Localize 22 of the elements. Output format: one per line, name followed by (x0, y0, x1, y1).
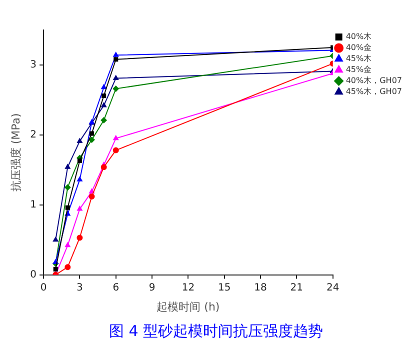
legend-label: 40%木 (346, 32, 372, 42)
x-tick-label: 9 (148, 282, 156, 294)
x-axis-title: 起模时间 (h) (156, 300, 220, 314)
x-tick-label: 12 (182, 282, 195, 294)
x-tick-label: 15 (218, 282, 231, 294)
x-tick-label: 18 (254, 282, 267, 294)
x-tick-label: 0 (40, 282, 47, 294)
y-tick-label: 0 (30, 269, 37, 280)
text: 图 4 型砂起模时间抗压强度趋势 (108, 322, 324, 341)
legend-label: 40%金 (346, 43, 372, 52)
x-tick-label: 21 (290, 282, 304, 294)
y-tick-label: 3 (30, 60, 37, 71)
legend-label: 40%木，GH07 (346, 76, 402, 86)
y-tick-label: 2 (30, 130, 37, 141)
legend-label: 45%金 (346, 65, 372, 74)
y-tick-label: 1 (30, 199, 37, 210)
legend-label: 45%木，GH07 (346, 87, 402, 96)
x-tick-label: 3 (76, 282, 83, 294)
x-tick-label: 6 (112, 282, 120, 294)
legend-label: 45%木 (346, 54, 372, 64)
x-tick-label: 24 (326, 282, 340, 294)
y-axis-title: 抗压强度 (MPa) (9, 113, 22, 192)
